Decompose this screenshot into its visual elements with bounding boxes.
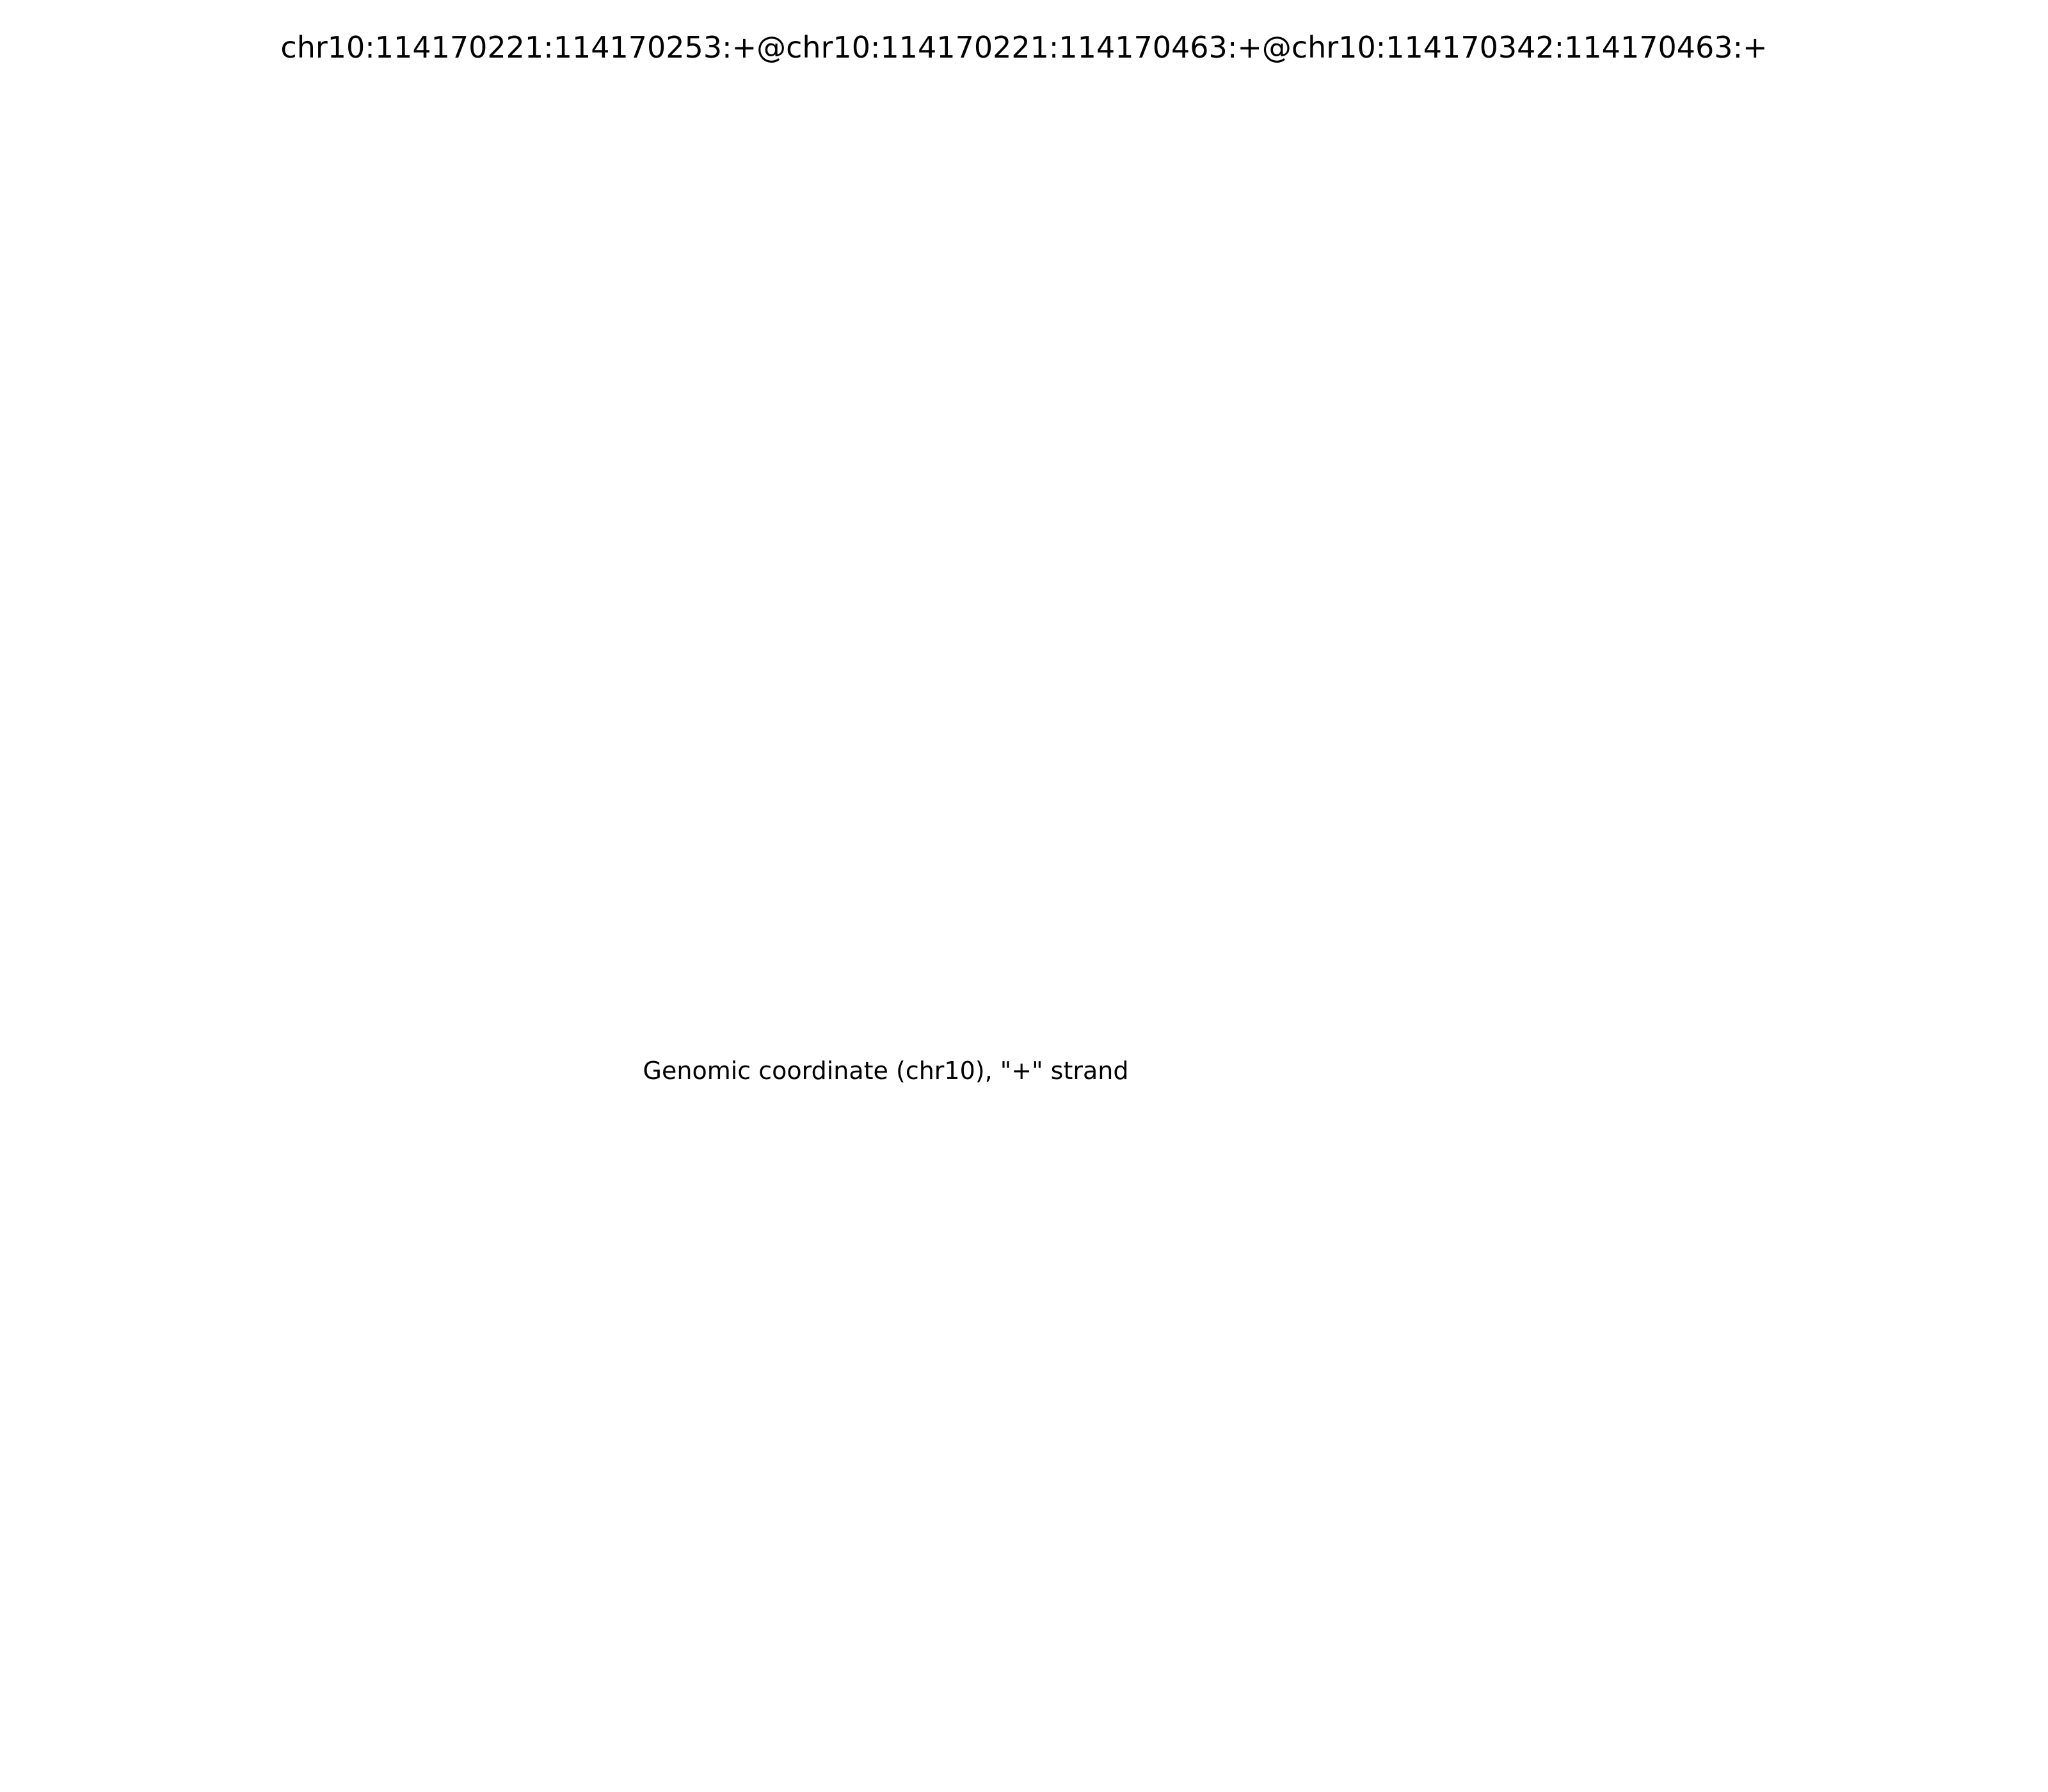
x-axis-label: Genomic coordinate (chr10), "+" strand: [643, 1057, 1129, 1085]
plot-title: chr10:114170221:114170253:+@chr10:114170…: [280, 30, 1767, 65]
